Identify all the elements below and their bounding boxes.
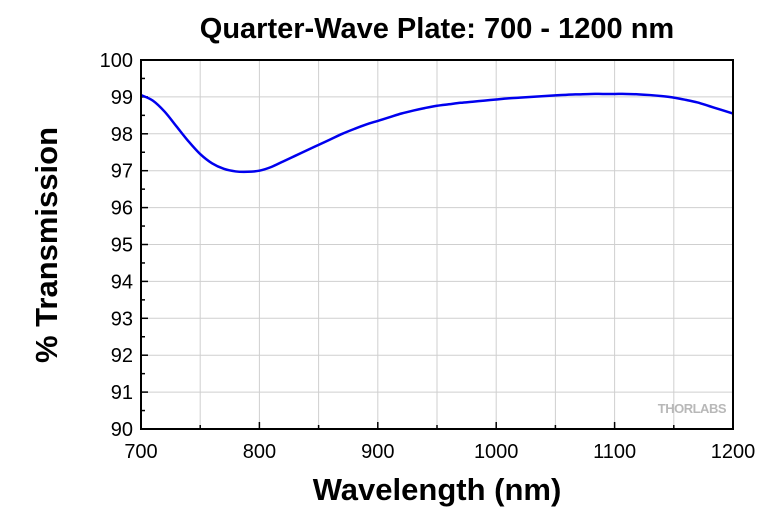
x-tick-label: 900: [361, 441, 394, 463]
x-tick-label: 1200: [711, 441, 756, 463]
y-tick-label: 90: [111, 419, 133, 441]
chart-title: Quarter-Wave Plate: 700 - 1200 nm: [200, 13, 674, 45]
x-axis-title: Wavelength (nm): [313, 472, 562, 507]
y-tick-label: 95: [111, 235, 133, 257]
x-tick-label: 800: [243, 441, 276, 463]
y-tick-label: 99: [111, 87, 133, 109]
plot-frame: [140, 59, 734, 430]
transmission-series-line: [140, 92, 734, 174]
y-tick-label: 96: [111, 198, 133, 220]
y-tick-label: 97: [111, 161, 133, 183]
grid: [141, 60, 733, 429]
y-axis-title: % Transmission: [29, 127, 64, 363]
y-tick-label: 100: [100, 50, 133, 72]
y-tick-label: 91: [111, 382, 133, 404]
y-tick-labels: 90 91 92 93 94 95 96 97 98 99 100: [100, 50, 133, 441]
x-tick-labels: 700 800 900 1000 1100 1200: [124, 441, 755, 463]
y-tick-label: 98: [111, 124, 133, 146]
x-tick-label: 700: [124, 441, 157, 463]
thorlabs-watermark: THORLABS: [658, 401, 727, 416]
x-tick-label: 1000: [474, 441, 519, 463]
y-tick-label: 94: [111, 271, 133, 293]
y-tick-label: 93: [111, 308, 133, 330]
x-tick-label: 1100: [593, 441, 636, 463]
y-tick-label: 92: [111, 345, 133, 367]
